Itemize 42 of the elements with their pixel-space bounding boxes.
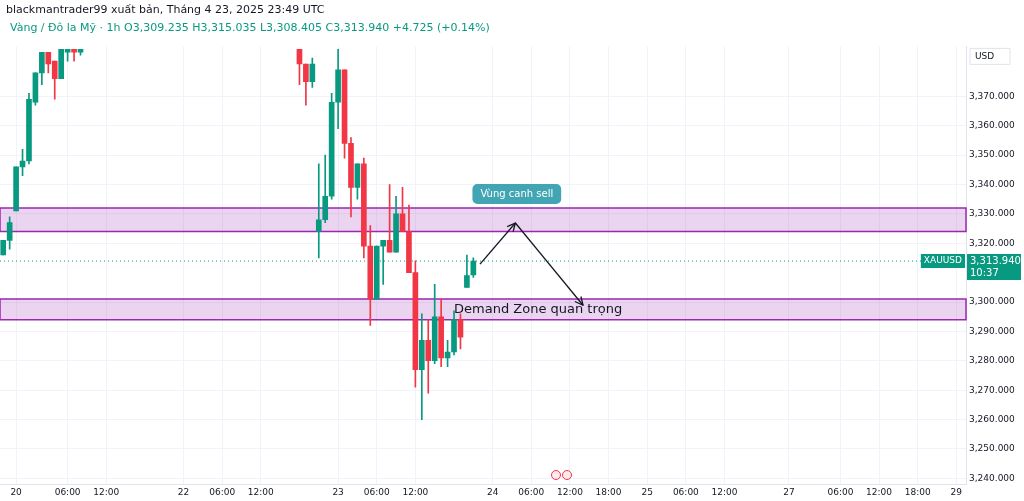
y-tick-label: 3,370.000: [969, 90, 1016, 101]
x-tick-label: 12:00: [711, 486, 738, 497]
band-label: Demand Zone quan trọng: [454, 300, 623, 316]
y-tick-label: 3,360.000: [969, 120, 1016, 131]
y-tick-label: 3,340.000: [969, 178, 1016, 189]
x-tick-label: 12:00: [247, 486, 275, 497]
x-tick-label: 27: [783, 486, 795, 497]
x-tick-label: 20: [10, 486, 23, 497]
x-tick-label: 18:00: [904, 486, 931, 497]
x-tick-label: 06:00: [518, 486, 545, 497]
x-tick-label: 12:00: [866, 486, 893, 497]
x-tick-label: 12:00: [93, 486, 120, 497]
x-tick-label: 22: [177, 486, 190, 497]
y-tick-label: 3,300.000: [969, 296, 1016, 307]
y-tick-label: 3,240.000: [969, 472, 1016, 483]
y-tick-label: 3,330.000: [969, 208, 1016, 219]
x-tick-label: 18:00: [595, 486, 622, 497]
x-tick-label: 29: [950, 486, 963, 497]
x-tick-label: 24: [486, 486, 499, 497]
y-tick-label: 3,290.000: [969, 325, 1016, 336]
x-tick-label: 06:00: [209, 486, 236, 497]
ref-line-label: XAUUSD: [923, 255, 963, 266]
y-tick-label: 3,250.000: [969, 443, 1016, 454]
y-tick-label: 3,260.000: [969, 413, 1016, 424]
x-tick-label: 06:00: [54, 486, 81, 497]
y-tick-label: 3,280.000: [969, 355, 1016, 366]
band-label: Vùng canh sell: [480, 187, 554, 199]
y-tick-label: 3,270.000: [969, 384, 1016, 395]
x-tick-label: 12:00: [402, 486, 429, 497]
y-tick-label: 3,320.000: [969, 237, 1016, 248]
y-axis-title: USD: [975, 50, 995, 61]
x-tick-label: 06:00: [363, 486, 390, 497]
text: 10:37: [970, 266, 999, 278]
chart-title: blackmantrader99 xuất bản, Tháng 4 23, 2025 23:49 UTC: [5, 2, 326, 18]
x-tick-label: 25: [641, 486, 653, 497]
text: 3,313.940: [970, 254, 1021, 266]
chart-subtitle: Vàng / Đô la Mỹ · 1h O3,309.235 H3,315.035 L3,308.405 C3,313.940 +4.725 (+0.14%): [9, 20, 491, 36]
x-tick-label: 06:00: [827, 486, 854, 497]
x-tick-label: 23: [332, 486, 344, 497]
x-tick-label: 12:00: [556, 486, 584, 497]
x-tick-label: 06:00: [672, 486, 700, 497]
y-tick-label: 3,350.000: [969, 149, 1016, 160]
